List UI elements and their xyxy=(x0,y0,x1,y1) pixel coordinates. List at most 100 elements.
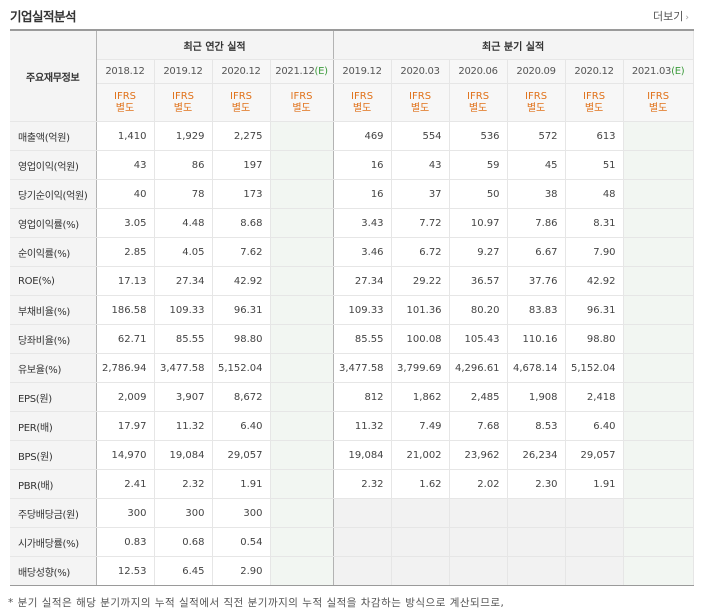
table-cell: 7.72 xyxy=(391,208,450,238)
table-cell: 42.92 xyxy=(565,266,624,296)
table-cell: 14,970 xyxy=(96,440,155,470)
table-cell: 4,678.14 xyxy=(507,353,566,383)
table-cell xyxy=(333,498,392,528)
table-cell xyxy=(270,440,334,470)
table-cell: 0.83 xyxy=(96,527,155,557)
row-label: 영업이익률(%) xyxy=(10,208,97,238)
row-label: 시가배당률(%) xyxy=(10,527,97,557)
table-cell: 2,418 xyxy=(565,382,624,412)
table-cell: 469 xyxy=(333,121,392,151)
period-header: 2019.12 xyxy=(333,59,392,84)
table-cell xyxy=(623,121,694,151)
table-cell xyxy=(565,498,624,528)
more-label[interactable]: 더보기 xyxy=(653,10,684,23)
estimate-marker: (E) xyxy=(314,66,329,77)
table-cell: 3,799.69 xyxy=(391,353,450,383)
table-cell xyxy=(270,179,334,209)
table-cell: 27.34 xyxy=(333,266,392,296)
table-cell: 2,009 xyxy=(96,382,155,412)
table-cell xyxy=(270,237,334,267)
row-label: 매출액(억원) xyxy=(10,121,97,151)
table-cell: 62.71 xyxy=(96,324,155,354)
table-cell xyxy=(270,266,334,296)
table-cell: 23,962 xyxy=(449,440,508,470)
table-cell: 48 xyxy=(565,179,624,209)
table-cell: 6.40 xyxy=(212,411,271,441)
footnote: * 분기 실적은 해당 분기까지의 누적 실적에서 직전 분기까지의 누적 실적… xyxy=(8,597,505,609)
table-cell: 1.62 xyxy=(391,469,450,499)
table-cell: 8.68 xyxy=(212,208,271,238)
table-cell xyxy=(449,556,508,586)
table-row: BPS(원) 14,970 19,084 29,057 19,084 21,002 23,9… xyxy=(10,440,694,470)
table-cell: 3,477.58 xyxy=(154,353,213,383)
table-cell: 572 xyxy=(507,121,566,151)
table-cell: 59 xyxy=(449,150,508,180)
table-cell xyxy=(391,556,450,586)
basis-header: IFRS 별도 xyxy=(391,83,450,122)
table-cell: 1,862 xyxy=(391,382,450,412)
table-cell: 3.05 xyxy=(96,208,155,238)
table-cell: 17.97 xyxy=(96,411,155,441)
table-cell: 110.16 xyxy=(507,324,566,354)
more-link[interactable]: 더보기 › xyxy=(653,8,689,24)
table-cell xyxy=(507,498,566,528)
table-cell: 1,410 xyxy=(96,121,155,151)
table-cell: 17.13 xyxy=(96,266,155,296)
table-cell: 3,477.58 xyxy=(333,353,392,383)
table-cell: 4.05 xyxy=(154,237,213,267)
table-cell xyxy=(391,527,450,557)
table-cell: 16 xyxy=(333,150,392,180)
quarter-group-header: 최근 분기 실적 xyxy=(333,30,694,60)
row-label: PBR(배) xyxy=(10,469,97,499)
table-row: 당좌비율(%) 62.71 85.55 98.80 85.55 100.08 105.43 1… xyxy=(10,324,694,354)
period-header: 2020.09 xyxy=(507,59,566,84)
table-cell: 29,057 xyxy=(212,440,271,470)
table-cell: 11.32 xyxy=(154,411,213,441)
table-row: 당기순이익(억원) 40 78 173 16 37 50 38 48 xyxy=(10,179,694,209)
table-cell xyxy=(391,498,450,528)
row-label: 배당성향(%) xyxy=(10,556,97,586)
row-label: 순이익률(%) xyxy=(10,237,97,267)
table-cell xyxy=(623,324,694,354)
table-cell: 19,084 xyxy=(333,440,392,470)
table-cell: 613 xyxy=(565,121,624,151)
table-cell: 29,057 xyxy=(565,440,624,470)
basis-header: IFRS 별도 xyxy=(449,83,508,122)
basis-header: IFRS 별도 xyxy=(507,83,566,122)
table-cell: 8,672 xyxy=(212,382,271,412)
table-cell: 45 xyxy=(507,150,566,180)
table-cell: 38 xyxy=(507,179,566,209)
table-cell: 109.33 xyxy=(154,295,213,325)
table-cell: 12.53 xyxy=(96,556,155,586)
table-cell: 43 xyxy=(391,150,450,180)
table-row: PBR(배) 2.41 2.32 1.91 2.32 1.62 2.02 2.30 1.91 xyxy=(10,469,694,499)
table-cell xyxy=(449,527,508,557)
table-cell: 109.33 xyxy=(333,295,392,325)
key-financials-header: 주요재무정보 xyxy=(10,30,97,122)
table-cell: 1.91 xyxy=(565,469,624,499)
table-row: EPS(원) 2,009 3,907 8,672 812 1,862 2,485 1,908 2… xyxy=(10,382,694,412)
basis-header: IFRS 별도 xyxy=(212,83,271,122)
table-cell: 11.32 xyxy=(333,411,392,441)
table-cell xyxy=(270,324,334,354)
table-cell: 83.83 xyxy=(507,295,566,325)
table-cell: 2.41 xyxy=(96,469,155,499)
row-label: 영업이익(억원) xyxy=(10,150,97,180)
table-row: 주당배당금(원) 300 300 300 xyxy=(10,498,694,528)
table-cell: 3,907 xyxy=(154,382,213,412)
row-label: 당기순이익(억원) xyxy=(10,179,97,209)
table-cell: 3.46 xyxy=(333,237,392,267)
table-row: 영업이익(억원) 43 86 197 16 43 59 45 51 xyxy=(10,150,694,180)
table-cell: 197 xyxy=(212,150,271,180)
table-cell: 96.31 xyxy=(565,295,624,325)
table-cell: 1,908 xyxy=(507,382,566,412)
table-cell xyxy=(565,556,624,586)
table-cell xyxy=(565,527,624,557)
table-cell: 4.48 xyxy=(154,208,213,238)
basis-header: IFRS 별도 xyxy=(270,83,334,122)
section-title: 기업실적분석 xyxy=(10,9,77,24)
table-cell xyxy=(333,556,392,586)
period-header: 2021.03(E) xyxy=(623,59,694,84)
table-cell xyxy=(270,353,334,383)
table-cell: 300 xyxy=(154,498,213,528)
